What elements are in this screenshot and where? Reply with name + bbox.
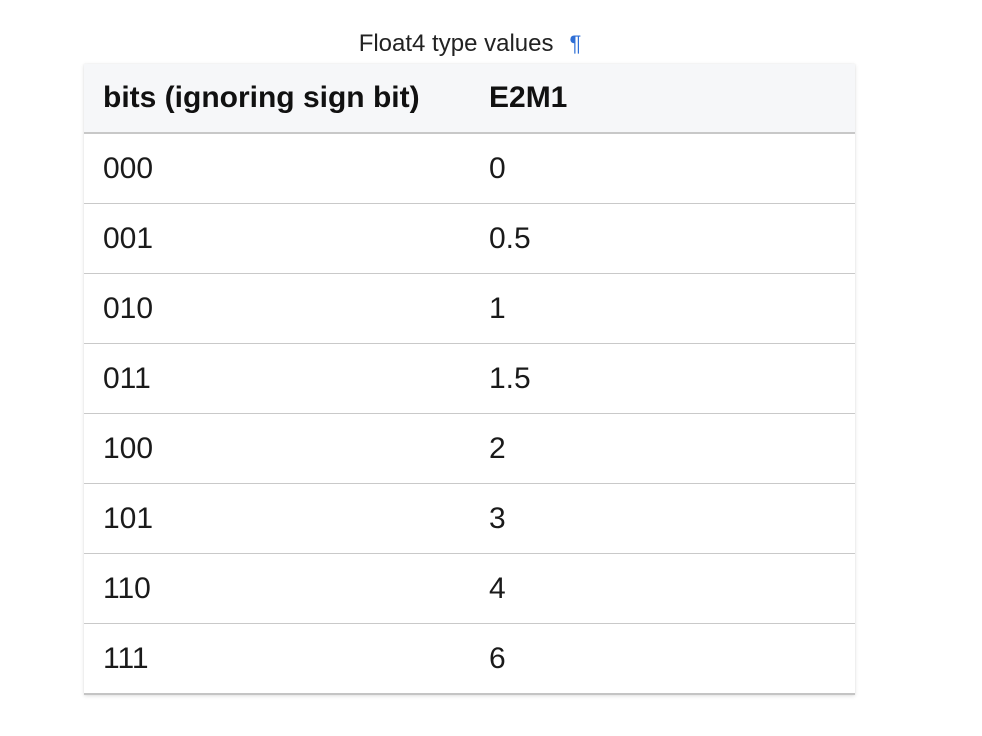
table-cell-value: 2 xyxy=(470,413,855,484)
table-row: 101 3 xyxy=(84,483,855,554)
table-cell-value: 3 xyxy=(470,483,855,554)
table-cell-value: 0 xyxy=(470,133,855,204)
column-header-bits: bits (ignoring sign bit) xyxy=(84,64,470,134)
table-cell-bits: 101 xyxy=(84,483,470,554)
table-caption-title: Float4 type values xyxy=(358,30,554,57)
table-cell-bits: 010 xyxy=(84,273,470,344)
table-row: 000 0 xyxy=(84,133,855,204)
permalink-anchor-icon[interactable]: ¶ xyxy=(569,31,582,56)
table-row: 010 1 xyxy=(84,273,855,344)
table-row: 001 0.5 xyxy=(84,203,855,274)
table-cell-bits: 011 xyxy=(84,343,470,414)
table-cell-bits: 000 xyxy=(84,133,470,204)
table-cell-bits: 110 xyxy=(84,553,470,624)
table-cell-value: 1 xyxy=(470,273,855,344)
float4-values-table-container: bits (ignoring sign bit) E2M1 000 0 001 … xyxy=(84,64,855,695)
column-header-e2m1: E2M1 xyxy=(470,64,855,134)
table-cell-bits: 001 xyxy=(84,203,470,274)
table-caption: Float4 type values ¶ xyxy=(84,28,856,60)
table-row: 100 2 xyxy=(84,413,855,484)
table-row: 111 6 xyxy=(84,623,855,695)
table-cell-value: 1.5 xyxy=(470,343,855,414)
float4-values-table: bits (ignoring sign bit) E2M1 000 0 001 … xyxy=(84,64,855,695)
table-row: 110 4 xyxy=(84,553,855,624)
table-cell-bits: 111 xyxy=(84,623,470,695)
table-header-row: bits (ignoring sign bit) E2M1 xyxy=(84,64,855,134)
table-cell-value: 4 xyxy=(470,553,855,624)
table-row: 011 1.5 xyxy=(84,343,855,414)
table-cell-value: 6 xyxy=(470,623,855,695)
table-cell-value: 0.5 xyxy=(470,203,855,274)
table-cell-bits: 100 xyxy=(84,413,470,484)
